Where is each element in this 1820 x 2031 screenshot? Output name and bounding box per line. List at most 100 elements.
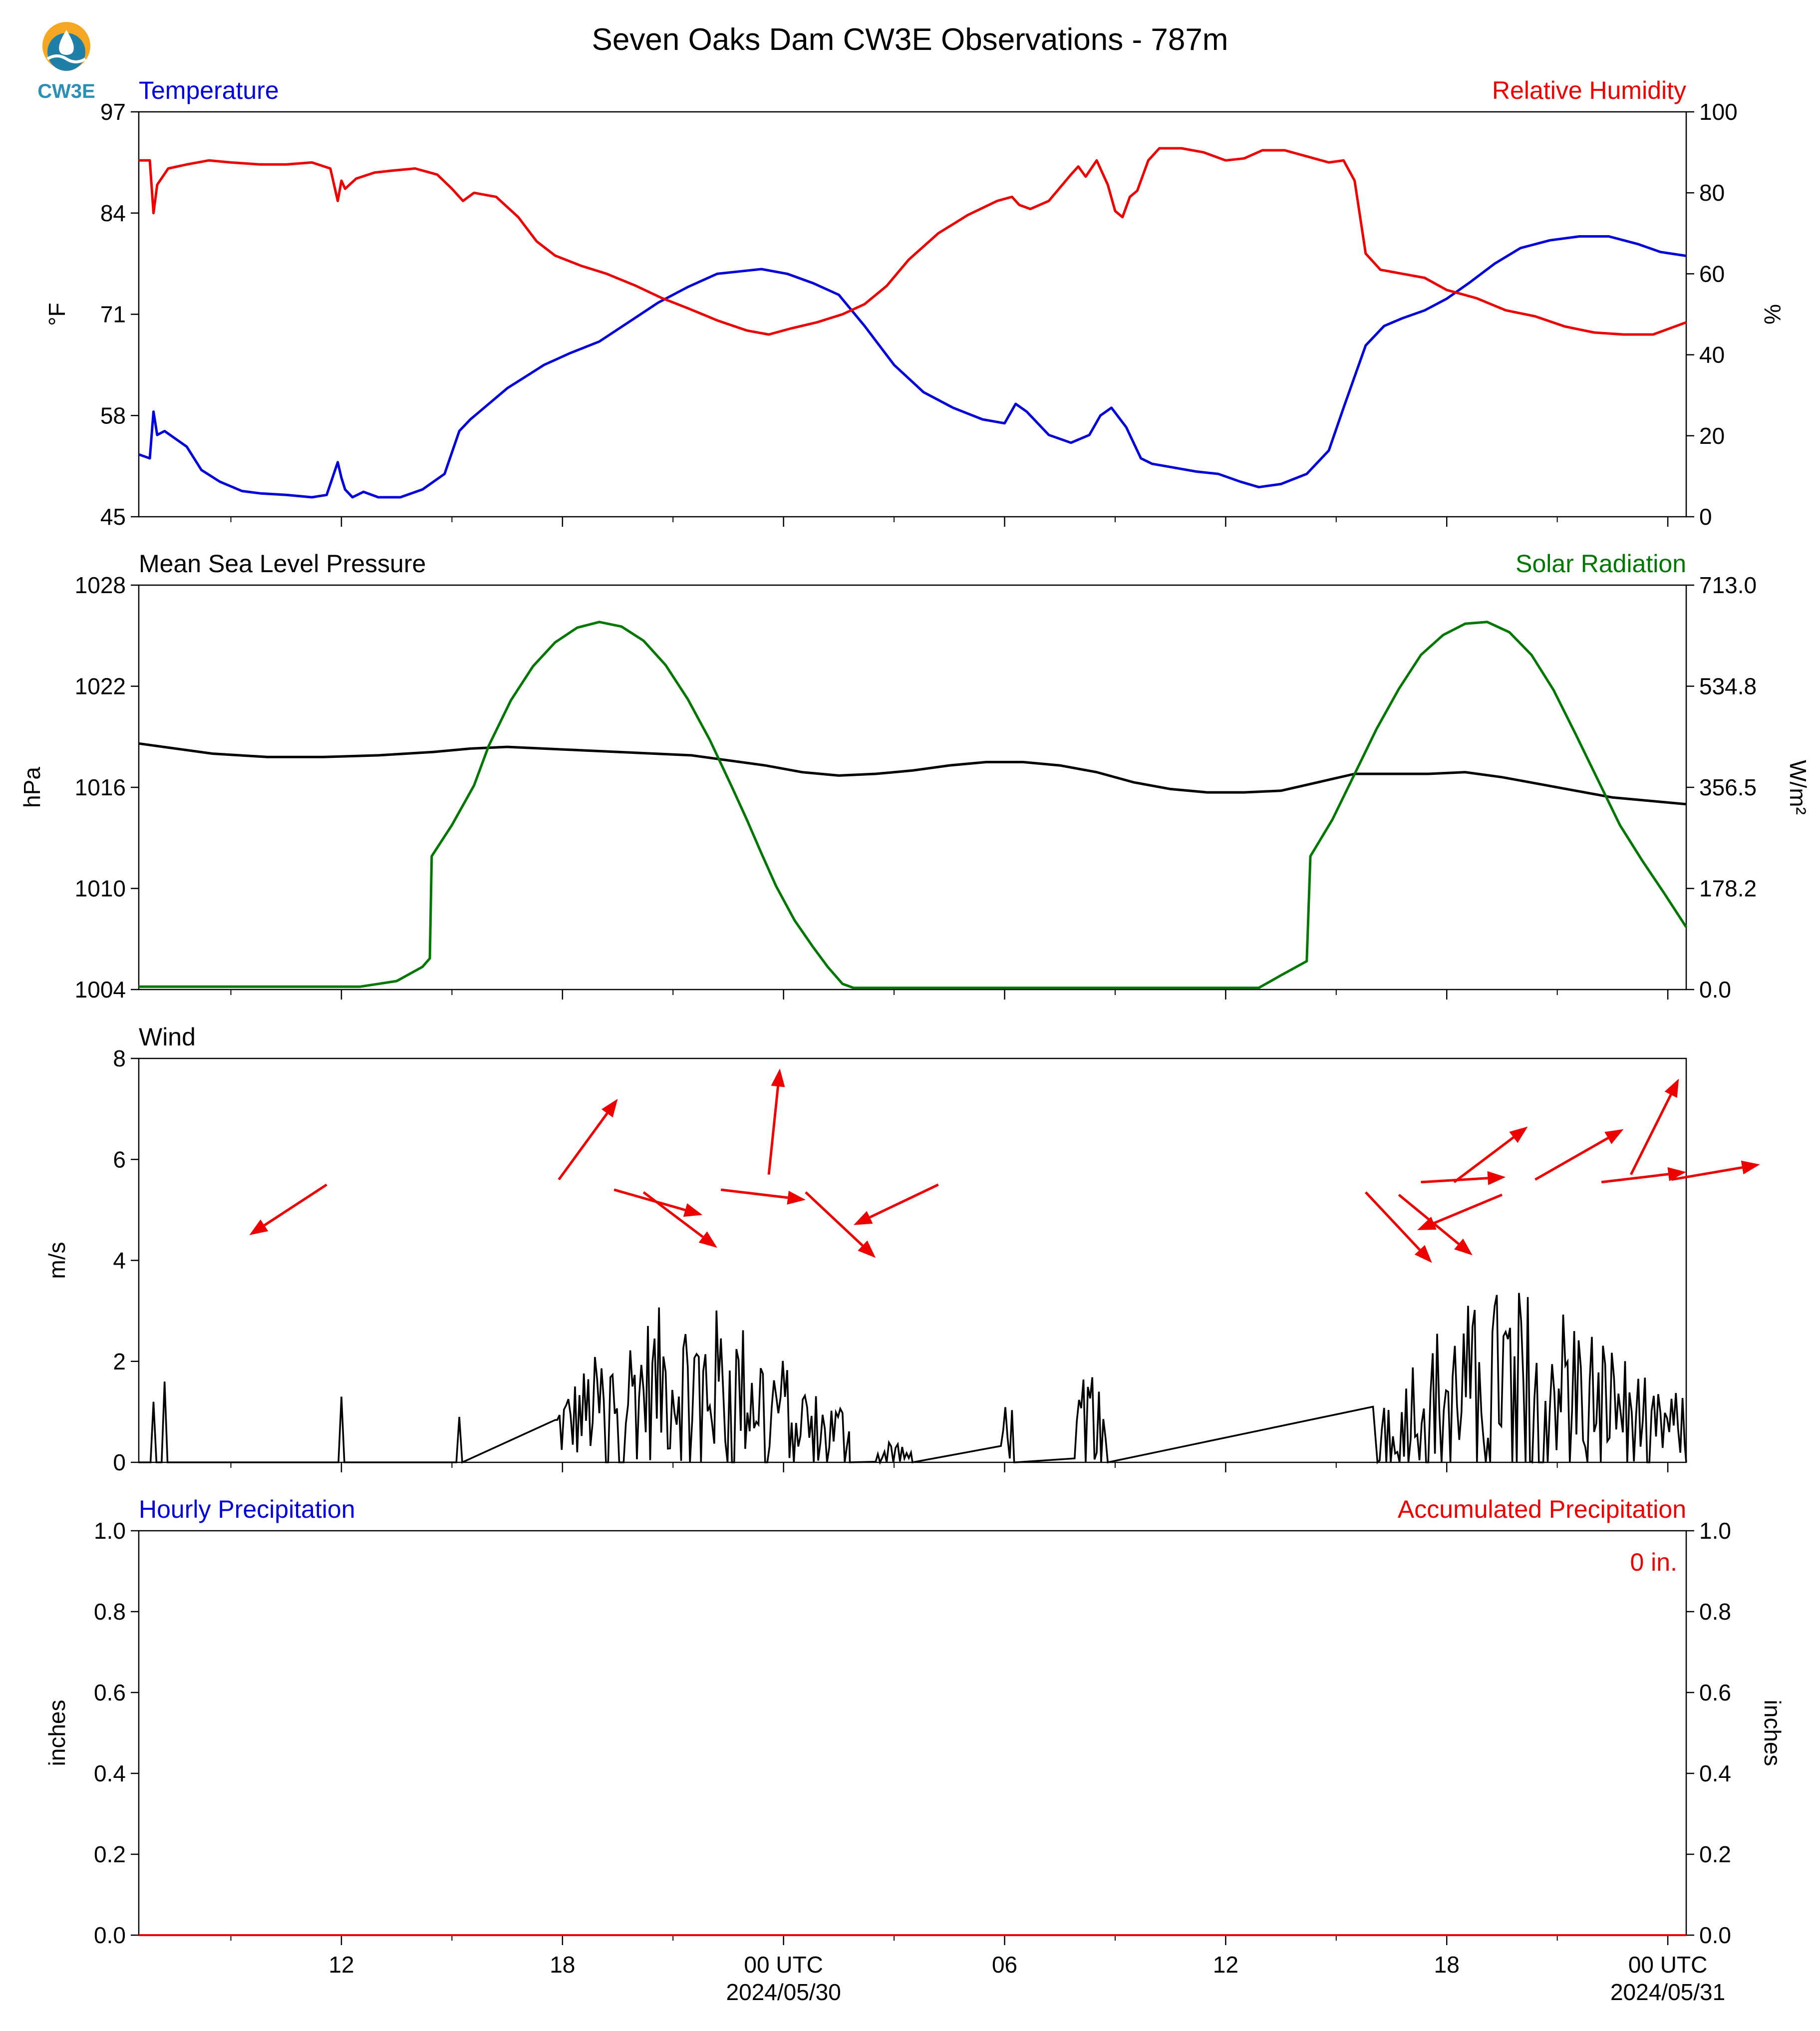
y-axis-label-left: m/s — [44, 1242, 70, 1279]
wind-arrow-head — [1414, 1245, 1432, 1263]
wind-arrow-head — [683, 1203, 703, 1217]
y-tick-label-right: 178.2 — [1699, 876, 1757, 902]
wind-arrow-head — [1454, 1238, 1473, 1256]
y-axis-label-left: °F — [44, 303, 70, 326]
wind-arrow-head — [601, 1098, 618, 1118]
wind-arrow-head — [1509, 1126, 1528, 1143]
panel-temperature-humidity: Temperature Relative Humidity 45 58 71 84 97 0 2… — [44, 76, 1786, 530]
wind-arrow-head — [1664, 1078, 1679, 1098]
wind-arrow-shaft — [1534, 1137, 1609, 1181]
x-tick-label: 06 — [992, 1952, 1017, 1978]
series-line-rh — [139, 147, 1687, 336]
x-tick-label: 18 — [550, 1952, 575, 1978]
panel-title-left: Temperature — [139, 76, 279, 104]
wind-arrow-shaft — [1630, 1094, 1672, 1175]
y-tick-label-left: 4 — [113, 1248, 126, 1274]
y-tick-label-left: 71 — [100, 302, 126, 328]
panel-pressure-solar: Mean Sea Level Pressure Solar Radiation 10… — [19, 550, 1811, 1003]
y-tick-label-left: 97 — [100, 99, 126, 125]
wind-arrow-head — [1604, 1129, 1624, 1144]
y-tick-label-left: 6 — [113, 1146, 126, 1172]
panel-title-left: Wind — [139, 1023, 196, 1051]
y-tick-label-right: 0.0 — [1699, 1922, 1731, 1948]
wind-arrow-shaft — [720, 1188, 788, 1199]
y-tick-label-right: 0.4 — [1699, 1760, 1731, 1786]
cw3e-logo: CW3E — [37, 22, 95, 102]
y-tick-label-left: 1016 — [75, 774, 126, 800]
x-tick-label: 18 — [1434, 1952, 1460, 1978]
y-tick-label-left: 1004 — [75, 977, 126, 1003]
wind-arrow-shaft — [1433, 1193, 1503, 1225]
panel-frame — [138, 584, 1687, 991]
wind-arrow-shaft — [1365, 1191, 1421, 1251]
series-line-temp — [138, 235, 1687, 499]
y-tick-label-left: 0.2 — [94, 1841, 126, 1867]
wind-arrow-head — [698, 1231, 717, 1248]
y-tick-label-right: 356.5 — [1699, 774, 1757, 800]
y-tick-label-left: 58 — [100, 402, 126, 428]
y-tick-label-left: 0.0 — [94, 1922, 126, 1948]
y-tick-label-right: 713.0 — [1699, 572, 1757, 598]
panel-frame — [138, 1530, 1687, 1936]
y-tick-label-right: 0.0 — [1699, 977, 1731, 1003]
wind-arrow-shaft — [264, 1183, 327, 1227]
panel-wind: Wind 0 2 4 6 8 m/s — [44, 1023, 1760, 1475]
y-tick-label-left: 2 — [113, 1349, 126, 1374]
panel-title-right: Relative Humidity — [1492, 76, 1686, 104]
x-date-label: 2024/05/30 — [726, 1979, 841, 2005]
wind-arrow-head — [1667, 1167, 1686, 1181]
wind-arrow-head — [249, 1219, 269, 1235]
wind-arrow-head — [858, 1240, 876, 1258]
wind-arrow-shaft — [613, 1188, 686, 1212]
y-tick-label-left: 1010 — [75, 876, 126, 902]
y-tick-label-left: 0 — [113, 1449, 126, 1475]
panel-title-right: Solar Radiation — [1516, 550, 1686, 578]
series-line-mslp — [138, 742, 1687, 806]
wind-arrow-head — [1741, 1160, 1760, 1175]
y-tick-label-right: 534.8 — [1699, 673, 1757, 699]
y-tick-label-left: 1028 — [75, 572, 126, 598]
wind-arrow-shaft — [1601, 1173, 1669, 1184]
series-line-wind-speed — [139, 1293, 1687, 1465]
x-tick-label: 00 UTC — [744, 1952, 823, 1978]
y-tick-label-left: 84 — [100, 200, 126, 226]
x-date-label: 2024/05/31 — [1610, 1979, 1725, 2005]
wind-arrow-shaft — [1671, 1166, 1743, 1181]
y-axis-label-left: inches — [44, 1700, 70, 1766]
x-tick-label: 12 — [328, 1952, 354, 1978]
y-tick-label-right: 100 — [1699, 99, 1738, 125]
panel-precipitation: Hourly Precipitation Accumulated Precipit… — [44, 1495, 1786, 1948]
wind-arrow-head — [771, 1068, 785, 1087]
wind-arrow-shaft — [805, 1191, 864, 1247]
wind-arrow-shaft — [642, 1191, 704, 1238]
wind-arrow-head — [1417, 1217, 1437, 1230]
y-tick-label-right: 0.6 — [1699, 1680, 1731, 1705]
y-tick-label-left: 8 — [113, 1045, 126, 1071]
logo-text: CW3E — [37, 80, 95, 102]
logo-wave-icon — [46, 54, 86, 63]
y-tick-label-right: 0 — [1699, 504, 1712, 530]
panel-title-left: Hourly Precipitation — [139, 1495, 355, 1523]
y-tick-label-left: 0.6 — [94, 1680, 126, 1705]
wind-arrow-shaft — [1453, 1136, 1515, 1183]
chart-title: Seven Oaks Dam CW3E Observations - 787m — [592, 22, 1228, 57]
wind-arrow-shaft — [558, 1112, 608, 1181]
wind-arrow-head — [853, 1211, 873, 1225]
y-tick-label-left: 1.0 — [94, 1518, 126, 1544]
y-axis-label-left: hPa — [19, 767, 45, 808]
y-axis-label-right: inches — [1760, 1700, 1786, 1766]
y-tick-label-left: 0.8 — [94, 1599, 126, 1625]
series-line-solar — [139, 621, 1688, 990]
wind-arrow-shaft — [767, 1086, 780, 1175]
panel-title-right: Accumulated Precipitation — [1398, 1495, 1686, 1523]
x-tick-label: 12 — [1213, 1952, 1238, 1978]
y-tick-label-right: 0.2 — [1699, 1841, 1731, 1867]
y-axis-label-right: % — [1760, 304, 1786, 325]
wind-arrow-head — [787, 1190, 806, 1205]
y-tick-label-right: 60 — [1699, 261, 1725, 287]
y-tick-label-right: 20 — [1699, 423, 1725, 449]
y-tick-label-right: 0.8 — [1699, 1599, 1731, 1625]
wind-arrow-shaft — [869, 1183, 939, 1219]
